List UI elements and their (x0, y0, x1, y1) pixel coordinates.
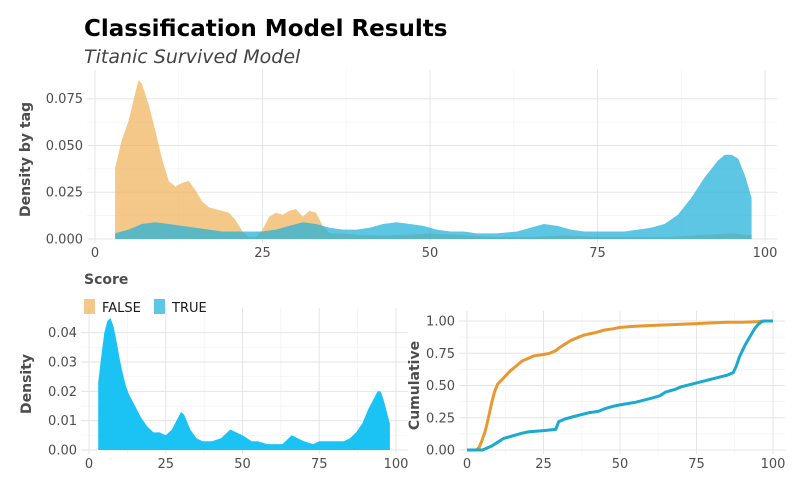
density-by-tag-panel: 0 25 50 75 100 0.000 0.025 0.050 0.075 Density by… (18, 70, 777, 288)
y-tick-label: 0.01 (48, 414, 77, 429)
y-tick-label: 0.75 (426, 347, 455, 362)
x-tick-label: 25 (157, 457, 174, 472)
x-tick-label: 50 (612, 457, 629, 472)
x-tick-label: 25 (535, 457, 552, 472)
y-tick-label: 0.50 (426, 379, 455, 394)
x-axis-title: Score (84, 272, 128, 288)
x-tick-label: 75 (589, 246, 606, 261)
legend-key-true (154, 299, 165, 314)
y-tick-label: 0.00 (426, 444, 455, 459)
x-tick-label: 25 (254, 246, 271, 261)
legend-label-true: TRUE (171, 301, 207, 316)
chart-subtitle: Titanic Survived Model (84, 46, 301, 68)
x-tick-label: 75 (311, 457, 328, 472)
density-area-true (115, 154, 752, 239)
density-area-false (115, 80, 752, 239)
y-tick-label: 0.04 (48, 326, 77, 341)
x-tick-label: 100 (384, 457, 409, 472)
y-tick-label: 0.25 (426, 411, 455, 426)
y-axis-title: Density (19, 354, 35, 414)
y-tick-label: 0.000 (46, 233, 83, 248)
y-tick-label: 0.03 (48, 356, 77, 371)
x-tick-label: 100 (753, 246, 778, 261)
x-tick-label: 75 (688, 457, 705, 472)
y-tick-label: 0.075 (46, 92, 83, 107)
legend: FALSE TRUE (84, 299, 207, 316)
legend-label-false: FALSE (102, 301, 141, 316)
y-tick-label: 0.025 (46, 186, 83, 201)
cumulative-line-true (467, 319, 773, 452)
x-tick-label: 0 (463, 457, 471, 472)
cumulative-line-false (467, 319, 773, 452)
overall-density-panel: 0 25 50 75 100 0.00 0.01 0.02 0.03 0.04 Density (19, 308, 408, 472)
y-tick-label: 0.050 (46, 139, 83, 154)
x-tick-label: 50 (422, 246, 439, 261)
x-tick-label: 100 (761, 457, 786, 472)
x-tick-label: 0 (85, 457, 93, 472)
y-tick-label: 0.02 (48, 385, 77, 400)
x-tick-label: 50 (234, 457, 251, 472)
y-tick-label: 1.00 (426, 315, 455, 330)
y-axis-title: Density by tag (18, 102, 34, 217)
legend-key-false (84, 299, 95, 314)
chart-title: Classification Model Results (84, 16, 448, 42)
x-tick-label: 0 (91, 246, 99, 261)
y-axis-title: Cumulative (407, 341, 423, 430)
y-tick-label: 0.00 (48, 444, 77, 459)
density-area-overall (98, 318, 390, 450)
